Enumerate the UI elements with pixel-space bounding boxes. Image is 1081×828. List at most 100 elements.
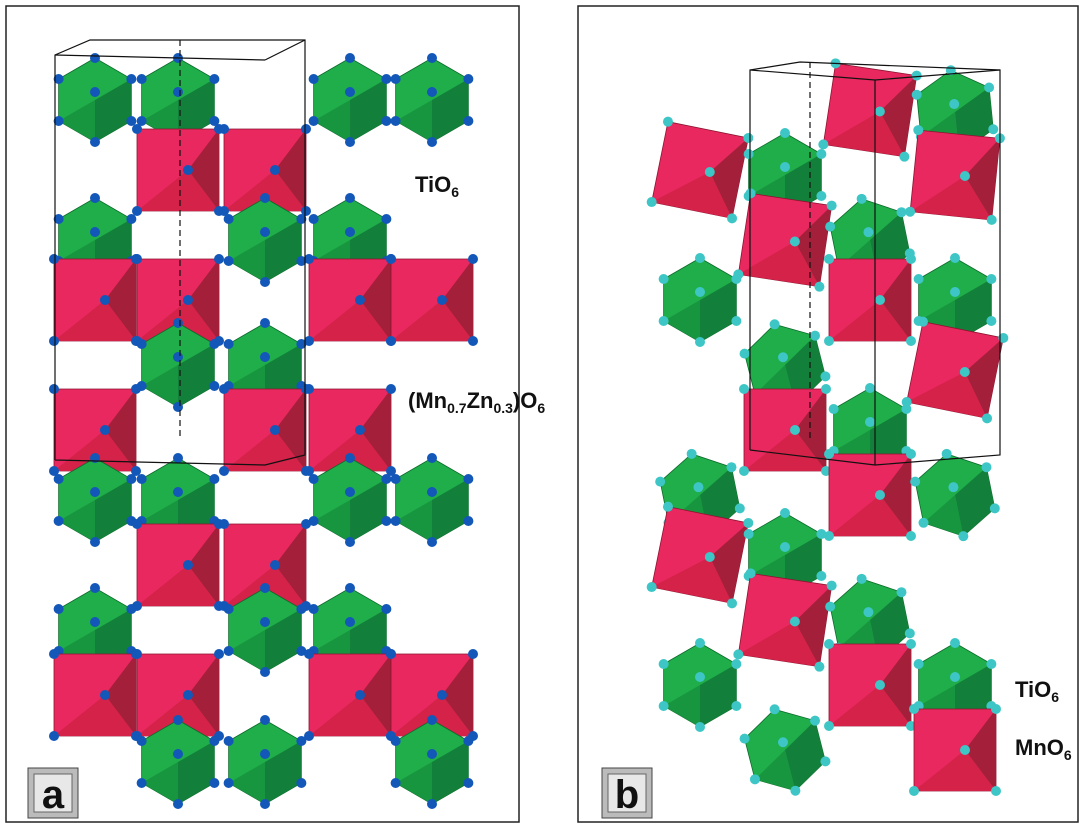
octahedron-face [178,741,215,804]
oxygen-atom [219,124,229,134]
oxygen-atom [381,474,392,484]
oxygen-atom [658,274,669,284]
oxygen-atom [991,786,1001,796]
oxygen-atom [816,529,827,539]
oxygen-atom [304,731,314,741]
oxygen-atom [910,476,921,487]
oxygen-atom [49,254,59,264]
oxygen-atom [136,778,147,788]
octahedron-face [275,129,306,211]
oxygen-atom [345,617,355,627]
octahedron-face [95,479,132,542]
oxygen-atom [53,474,64,484]
oxygen-atom [743,132,754,143]
oxygen-atom [896,207,907,218]
structure-b [646,58,1009,796]
octahedron-face [224,430,306,471]
subscript: 0.3 [493,400,513,416]
oxygen-atom [745,568,756,579]
oxygen-atom [345,193,355,203]
oxygen-atom [463,778,474,788]
oxygen-atom [49,731,59,741]
oxygen-atom [173,715,183,725]
oxygen-atom [90,583,100,593]
octahedron-face [265,741,302,804]
oxygen-atom [739,733,750,744]
oxygen-atom [49,384,59,394]
oxygen-atom [260,193,270,203]
panel-label-b: b [601,767,653,819]
octahedron-face [360,389,391,471]
octahedron-face [432,79,469,142]
oxygen-atom [825,221,836,232]
oxygen-atom [749,774,760,785]
oxygen-atom [345,87,355,97]
oxygen-atom [950,638,960,648]
formula-text: (Mn [408,388,447,413]
oxygen-atom [731,316,742,326]
octahedron-face [265,219,302,282]
oxygen-atom [856,193,867,204]
oxygen-atom [100,425,110,435]
octahedron-face [738,241,820,287]
unit-cell-a [54,39,306,466]
octahedron-face [275,389,306,471]
octahedron-face [395,762,432,804]
panel-b-frame [577,5,1079,823]
oxygen-atom [183,165,193,175]
oxygen-atom [132,206,142,216]
octahedron-face [178,79,215,142]
oxygen-atom [810,715,821,726]
oxygen-atom [136,339,147,349]
oxygen-atom [906,639,916,649]
oxygen-atom [219,519,229,529]
oxygen-atom [132,254,142,264]
oxygen-atom [865,383,875,393]
octahedron-face [58,500,95,542]
oxygen-atom [998,332,1009,343]
oxygen-atom [173,402,183,412]
octahedron-face [923,495,964,537]
oxygen-atom [731,659,742,669]
oxygen-atom [865,417,875,427]
formula-text: Zn [467,388,494,413]
oxygen-atom [904,628,915,639]
oxygen-atom [778,352,789,363]
oxygen-atom [906,449,916,459]
octahedron-face [794,585,832,667]
octahedron-face [395,100,432,142]
oxygen-atom [790,425,800,435]
oxygen-atom [917,316,928,327]
octahedron-face [178,344,215,407]
oxygen-atom [686,448,697,459]
oxygen-atom [731,274,742,284]
oxygen-atom [991,704,1001,714]
oxygen-atom [989,503,1000,514]
octahedron-face [188,524,219,606]
octahedron-face [965,709,996,791]
oxygen-atom [126,214,137,224]
oxygen-atom [90,487,100,497]
oxygen-atom [427,487,437,497]
octahedron-face [442,654,473,736]
oxygen-atom [53,604,64,614]
octahedron-face [910,175,992,220]
oxygen-atom [816,149,827,159]
oxygen-atom [658,316,669,326]
oxygen-atom [173,799,183,809]
oxygen-atom [173,487,183,497]
oxygen-atom [386,466,396,476]
oxygen-atom [905,206,916,217]
oxygen-atom [950,287,960,297]
oxygen-atom [390,736,401,746]
octahedron-face [432,741,469,804]
oxygen-atom [427,715,437,725]
oxygen-atom [345,537,355,547]
octahedron-face [651,171,733,219]
octahedron-face [309,300,391,341]
oxygen-atom [183,295,193,305]
octahedron-face [879,75,917,157]
oxygen-atom [270,560,280,570]
octahedron-face [228,762,265,804]
oxygen-atom [100,690,110,700]
